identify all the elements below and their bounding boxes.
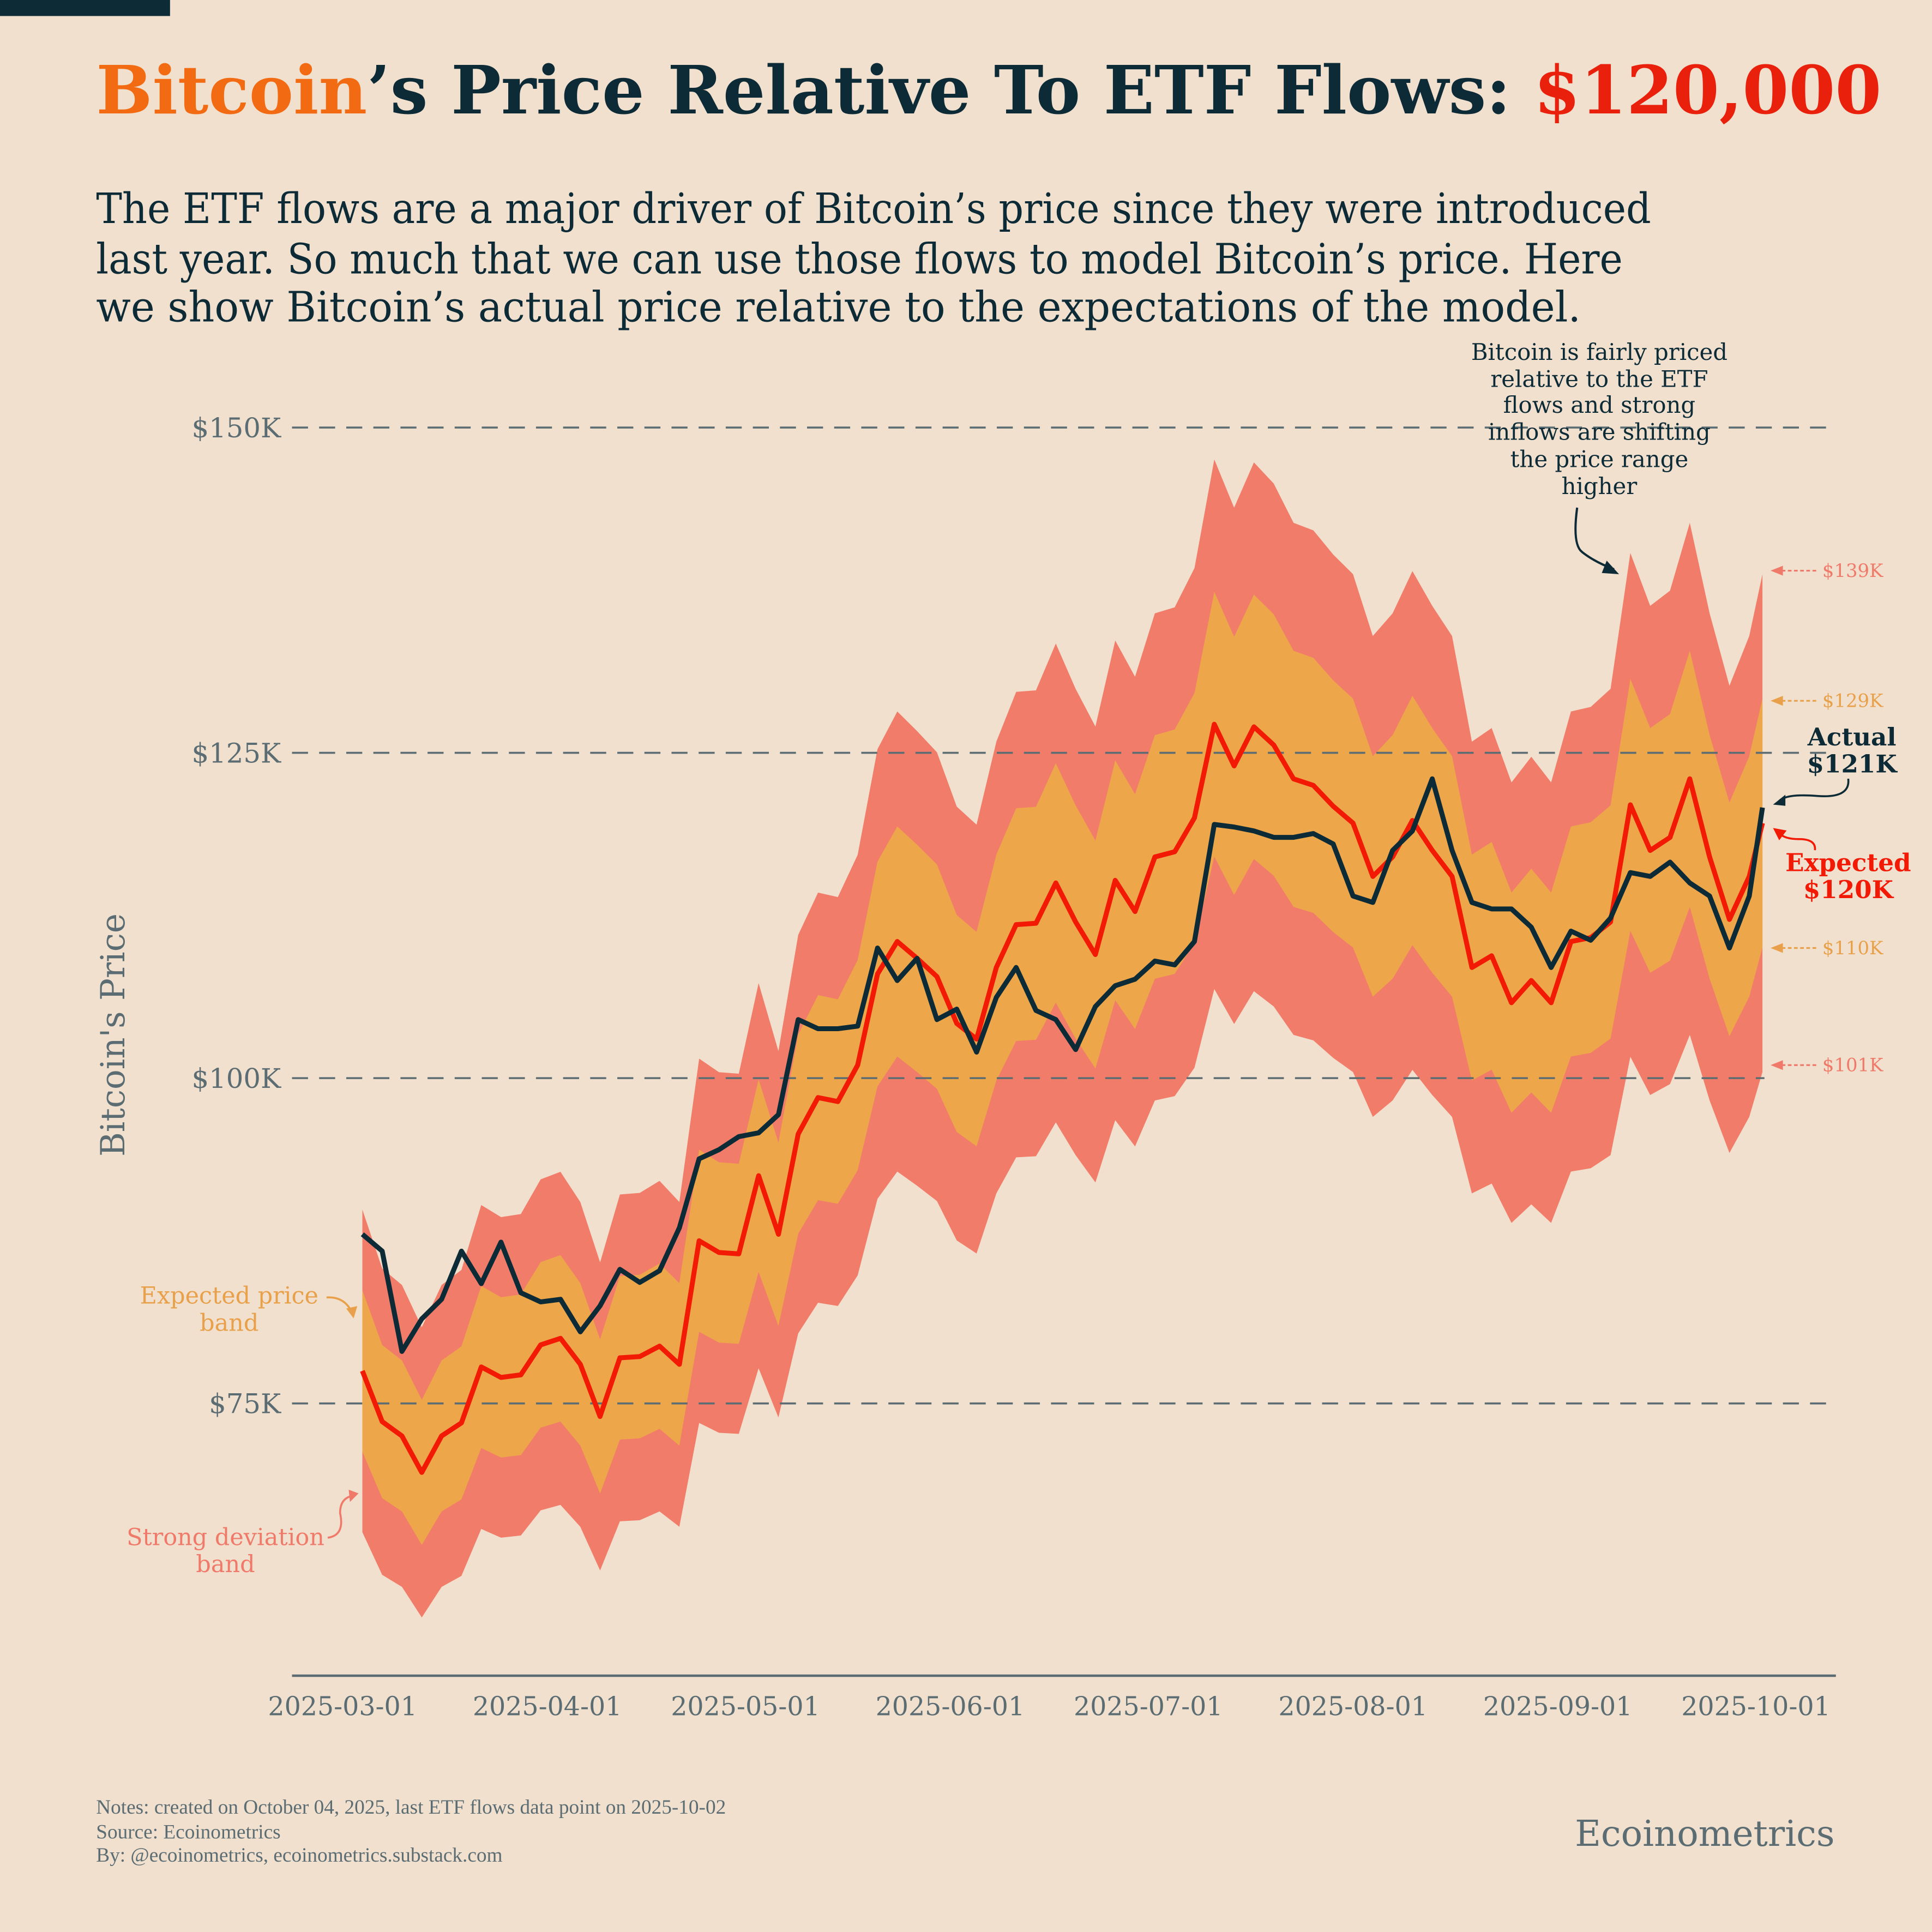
annotation-line: higher bbox=[1562, 473, 1638, 499]
annotation-line: relative to the ETF bbox=[1490, 366, 1708, 393]
arrowhead-icon bbox=[1770, 696, 1783, 706]
subtitle-line: The ETF flows are a major driver of Bitc… bbox=[96, 185, 1651, 233]
y-axis: $75K $100K $125K $150K bbox=[192, 412, 281, 1420]
subtitle-line: we show Bitcoin’s actual price relative … bbox=[96, 284, 1581, 332]
x-tick-label: 2025-04-01 bbox=[473, 1692, 622, 1722]
x-tick-label: 2025-06-01 bbox=[876, 1692, 1025, 1722]
arrowhead-icon bbox=[1770, 943, 1783, 953]
arrowhead-icon bbox=[1773, 828, 1787, 841]
x-tick-label: 2025-09-01 bbox=[1483, 1692, 1633, 1722]
arrow-icon bbox=[1778, 778, 1850, 802]
x-tick-label: 2025-07-01 bbox=[1074, 1692, 1223, 1722]
actual-label: Actual $121K bbox=[1773, 723, 1898, 806]
band-edge-labels: $139K $129K $110K $101K bbox=[1770, 560, 1883, 1076]
top-annotation: Bitcoin is fairly priced relative to the… bbox=[1471, 339, 1728, 574]
x-tick-label: 2025-05-01 bbox=[671, 1692, 820, 1722]
x-tick-label: 2025-03-01 bbox=[268, 1692, 417, 1722]
actual-label-value: $121K bbox=[1807, 750, 1898, 779]
gridlines bbox=[292, 426, 1836, 1405]
top-accent-bar bbox=[0, 0, 170, 16]
subtitle-line: last year. So much that we can use those… bbox=[96, 236, 1623, 284]
annotation-line: the price range bbox=[1510, 446, 1689, 472]
expected-band-annotation: Expected price band bbox=[140, 1283, 358, 1337]
title-price: $120,000 bbox=[1534, 51, 1881, 129]
arrow-icon bbox=[1574, 507, 1615, 570]
annotation-line: flows and strong bbox=[1503, 392, 1696, 418]
series-lines bbox=[360, 721, 1765, 1475]
footer-source: Source: Ecoinometrics bbox=[96, 1821, 280, 1843]
x-tick-label: 2025-08-01 bbox=[1278, 1692, 1428, 1722]
band-edge-label: $101K bbox=[1822, 1055, 1883, 1076]
arrowhead-icon bbox=[1773, 795, 1786, 806]
title-bitcoin: Bitcoin bbox=[96, 51, 367, 129]
strong-band-annotation: Strong deviation band bbox=[127, 1489, 359, 1578]
band-edge-label: $129K bbox=[1822, 690, 1883, 711]
annotation-line: Expected price bbox=[140, 1283, 318, 1310]
footer: Notes: created on October 04, 2025, last… bbox=[96, 1796, 726, 1867]
expected-label: Expected $120K bbox=[1773, 828, 1911, 904]
footer-notes: Notes: created on October 04, 2025, last… bbox=[96, 1796, 726, 1819]
arrowhead-icon bbox=[1770, 1060, 1783, 1070]
x-axis: 2025-03-01 2025-04-01 2025-05-01 2025-06-01… bbox=[268, 1692, 1830, 1722]
y-axis-label: Bitcoin's Price bbox=[94, 913, 133, 1157]
y-tick-label: $150K bbox=[192, 412, 281, 444]
arrow-icon bbox=[1778, 832, 1816, 851]
annotation-line: Strong deviation bbox=[127, 1524, 324, 1551]
x-tick-label: 2025-10-01 bbox=[1681, 1692, 1831, 1722]
subtitle: The ETF flows are a major driver of Bitc… bbox=[96, 185, 1651, 332]
y-tick-label: $75K bbox=[209, 1388, 281, 1420]
annotation-line: band bbox=[196, 1551, 255, 1578]
expected-label-line: Expected bbox=[1785, 848, 1911, 877]
band-edge-label: $139K bbox=[1822, 560, 1883, 581]
y-tick-label: $100K bbox=[192, 1063, 281, 1094]
arrowhead-icon bbox=[1602, 561, 1620, 574]
arrow-icon bbox=[327, 1495, 353, 1539]
page-title: Bitcoin’s Price Relative To ETF Flows: $… bbox=[96, 51, 1881, 129]
annotation-line: band bbox=[200, 1309, 258, 1337]
arrowhead-icon bbox=[348, 1489, 359, 1502]
arrowhead-icon bbox=[1770, 565, 1783, 576]
expected-label-value: $120K bbox=[1803, 875, 1894, 904]
footer-by: By: @ecoinometrics, ecoinometrics.substa… bbox=[96, 1844, 502, 1867]
annotation-line: inflows are shifting bbox=[1488, 419, 1711, 446]
y-tick-label: $125K bbox=[192, 738, 281, 769]
arrowhead-icon bbox=[346, 1306, 358, 1319]
actual-price-line bbox=[360, 776, 1765, 1354]
band-edge-label: $110K bbox=[1822, 937, 1883, 959]
actual-label-line: Actual bbox=[1807, 723, 1897, 751]
annotation-line: Bitcoin is fairly priced bbox=[1471, 339, 1728, 365]
title-middle: ’s Price Relative To ETF Flows: bbox=[367, 51, 1534, 129]
expected-price-line bbox=[360, 721, 1765, 1475]
brand-logo: Ecoinometrics bbox=[1575, 1813, 1834, 1855]
